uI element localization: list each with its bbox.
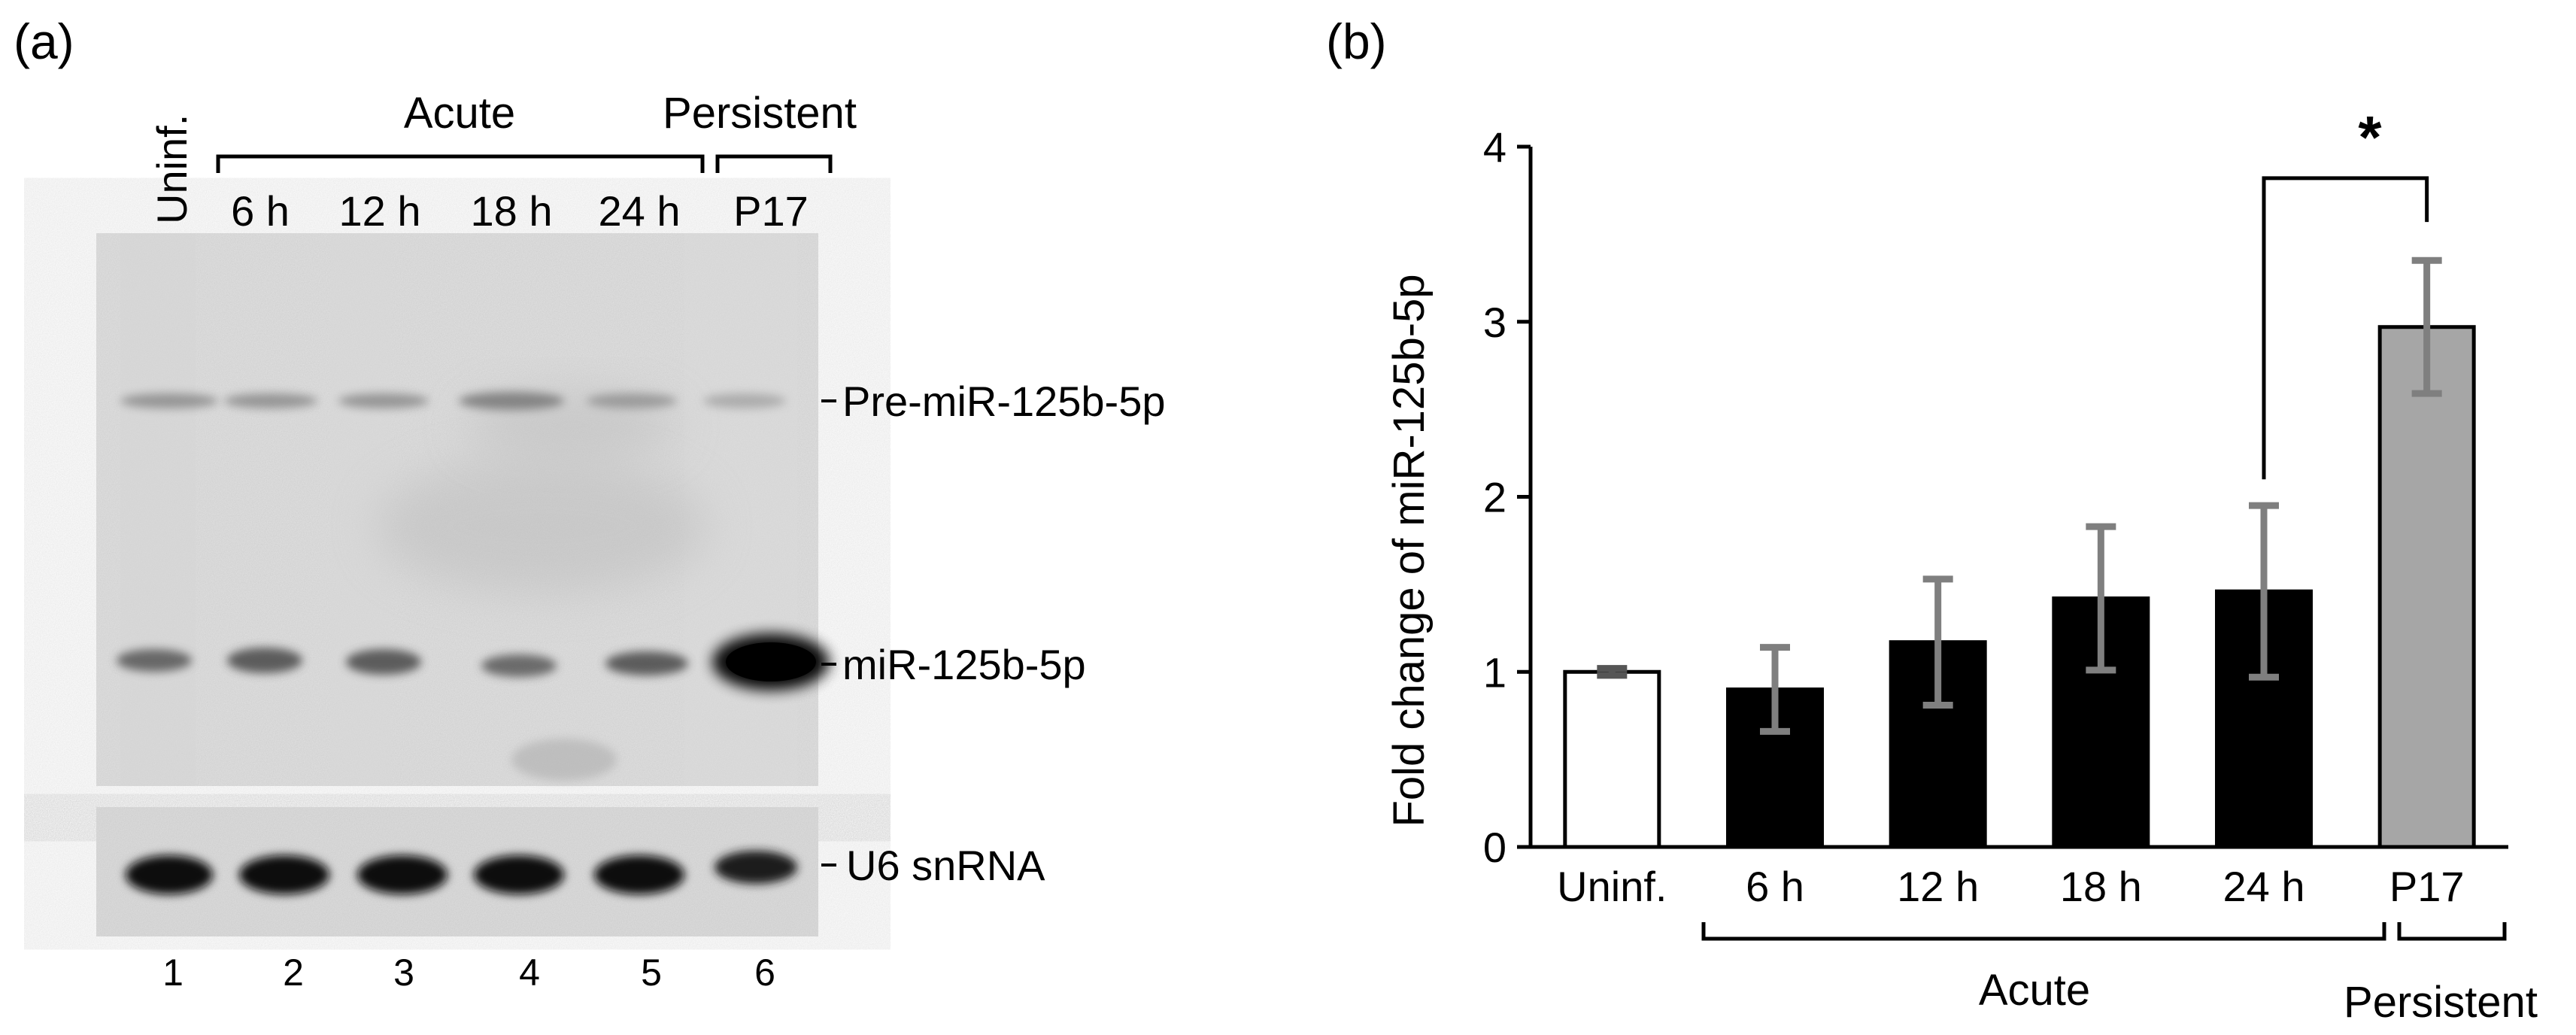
persistent-bracket-b — [2397, 922, 2507, 941]
panel-b: (b) Fold change of miR-125b-5p 0 1 2 3 4 Unin… — [1326, 14, 2538, 1027]
persistent-group-label-b: Persistent — [2344, 978, 2538, 1027]
lane-number: 5 — [641, 952, 662, 994]
panel-b-label: (b) — [1326, 14, 1387, 69]
x-tick-label: 18 h — [2060, 863, 2142, 910]
mature-mir-label: miR-125b-5p — [842, 641, 1086, 688]
x-tick-label: 6 h — [1746, 863, 1804, 910]
persistent-group-label: Persistent — [663, 89, 857, 138]
error-bar — [1760, 644, 1790, 735]
x-tick-label: P17 — [2389, 863, 2465, 910]
mature-mir-bands — [117, 633, 830, 691]
y-tick-label: 2 — [1483, 474, 1506, 521]
bar — [2377, 325, 2476, 849]
acute-bracket — [216, 154, 705, 173]
lane-number: 6 — [754, 952, 775, 994]
lane-number: 4 — [519, 952, 540, 994]
lane-number: 3 — [393, 952, 414, 994]
x-tick-label: 12 h — [1897, 863, 1979, 910]
error-bar — [2249, 502, 2279, 681]
panel-a: (a) Uninf. Acute Persistent 6 h 12 h 18 … — [14, 14, 1166, 994]
lane-number: 2 — [283, 952, 304, 994]
northern-blot — [96, 233, 830, 786]
significance-bracket — [2262, 176, 2429, 480]
bar — [1563, 669, 1661, 849]
bar-chart: 0 1 2 3 4 Uninf. 6 h 12 h 18 h 24 h P17 — [1483, 123, 2508, 910]
pre-mir-label: Pre-miR-125b-5p — [842, 378, 1166, 425]
lane-label: P17 — [733, 187, 809, 235]
y-tick-label: 3 — [1483, 299, 1506, 346]
error-bar — [1922, 575, 1953, 709]
panel-a-label: (a) — [14, 14, 74, 69]
acute-group-label: Acute — [404, 89, 515, 138]
u6-label: U6 snRNA — [846, 842, 1045, 889]
lane-label: 6 h — [231, 187, 290, 235]
lane-number: 1 — [162, 952, 184, 994]
pre-mir-bands — [120, 392, 786, 410]
significance-marker: * — [2358, 104, 2382, 171]
u6-blot — [96, 807, 818, 936]
persistent-bracket — [715, 154, 833, 173]
acute-group-label-b: Acute — [1979, 966, 2090, 1015]
y-tick-label: 1 — [1483, 648, 1506, 696]
y-axis-title: Fold change of miR-125b-5p — [1385, 274, 1434, 827]
error-bar — [2086, 523, 2116, 674]
lane-label: 18 h — [471, 187, 553, 235]
x-tick-label: Uninf. — [1557, 863, 1667, 910]
uninf-lane-header: Uninf. — [148, 114, 196, 224]
y-tick-label: 4 — [1483, 123, 1506, 171]
error-bar — [2411, 256, 2442, 397]
lane-label: 24 h — [599, 187, 681, 235]
error-bar — [1597, 665, 1628, 679]
x-tick-label: 24 h — [2223, 863, 2305, 910]
acute-bracket-b — [1701, 922, 2386, 941]
lane-label: 12 h — [339, 187, 421, 235]
y-tick-label: 0 — [1483, 824, 1506, 871]
